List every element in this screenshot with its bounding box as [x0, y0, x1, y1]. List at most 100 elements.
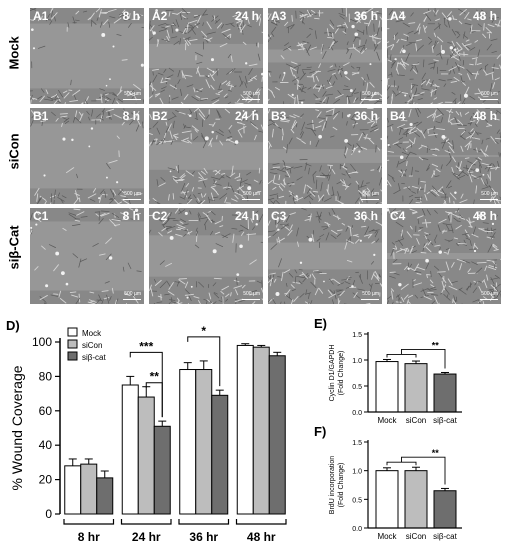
- significance-label: **: [432, 448, 440, 458]
- y-tick-label: 80: [39, 369, 53, 383]
- panel-time: 36 h: [353, 9, 378, 23]
- cell-texture: [149, 8, 263, 104]
- micrograph-panel: B4 48 h 500 µm: [387, 108, 501, 204]
- x-tick-label: 36 hr: [189, 530, 218, 544]
- cell-texture: [149, 208, 263, 304]
- row-label: siβ-Cat: [6, 225, 22, 270]
- panel-id: A1: [33, 9, 49, 23]
- x-tick-label: Mock: [377, 416, 397, 425]
- y-tick-label: 100: [32, 335, 52, 349]
- panel-time: 8 h: [122, 9, 140, 23]
- cell-texture: [30, 208, 144, 304]
- y-axis-label: % Wound Coverage: [9, 365, 25, 490]
- x-tick-label: 48 hr: [247, 530, 276, 544]
- y-tick-label: 20: [39, 473, 53, 487]
- panel-time: 24 h: [234, 209, 259, 223]
- micrograph-panel: A4 48 h 500 µm: [387, 8, 501, 104]
- scale-label: 500 µm: [124, 91, 141, 97]
- bar: [96, 477, 114, 515]
- group-bracket: [63, 519, 115, 525]
- significance-bracket: [386, 354, 417, 358]
- group-bracket: [120, 519, 172, 525]
- legend-swatch: [67, 351, 78, 361]
- bar: [404, 363, 428, 413]
- x-tick-label: 24 hr: [132, 530, 161, 544]
- scale-label: 500 µm: [124, 191, 141, 197]
- scale-bar: [361, 198, 379, 200]
- scale-bar: [242, 298, 260, 300]
- panel-id: C1: [33, 209, 49, 223]
- bar: [433, 490, 457, 529]
- y-tick-label: 1.5: [352, 332, 362, 339]
- brdu-chart: 0.0 0.5 1.0 1.5 BrdU incorporation (Fold Chan…: [329, 440, 462, 541]
- x-tick-label: 8 hr: [78, 530, 100, 544]
- scale-label: 500 µm: [243, 91, 260, 97]
- micrograph-panel: B2 24 h 500 µm: [149, 108, 263, 204]
- bar: [404, 470, 428, 529]
- significance-bracket: [187, 336, 221, 387]
- group-bracket: [178, 519, 230, 525]
- row-label: siCon: [6, 133, 22, 170]
- panel-id: B1: [33, 109, 49, 123]
- y-tick-label: 1.5: [352, 440, 362, 447]
- micrograph-panel: A1 8 h 500 µm: [30, 8, 144, 104]
- scale-label: 500 µm: [243, 291, 260, 297]
- panel-label-d: D): [6, 318, 20, 333]
- panel-time: 36 h: [353, 209, 378, 223]
- scale-label: 500 µm: [124, 291, 141, 297]
- y-tick-label: 0: [45, 507, 52, 521]
- panel-time: 48 h: [472, 209, 497, 223]
- micrograph-panel: A3 36 h 500 µm: [268, 8, 382, 104]
- legend-label: siCon: [82, 341, 102, 350]
- panel-id: C2: [152, 209, 168, 223]
- micrograph-panel: B3 36 h 500 µm: [268, 108, 382, 204]
- scale-bar: [361, 98, 379, 100]
- scale-label: 500 µm: [481, 191, 498, 197]
- bar: [121, 384, 139, 515]
- legend-label: siβ-cat: [82, 353, 106, 362]
- panel-id: C3: [271, 209, 287, 223]
- row-label: Mock: [6, 36, 22, 70]
- micrograph-panel: C2 24 h 500 µm: [149, 208, 263, 304]
- x-tick-label: siβ-cat: [433, 532, 457, 541]
- y-tick-label: 1.0: [352, 469, 362, 476]
- panel-label-e: E): [314, 316, 327, 331]
- scale-label: 500 µm: [481, 291, 498, 297]
- y-axis-label-2: (Fold Change): [338, 351, 345, 396]
- panel-id: C4: [390, 209, 406, 223]
- y-tick-label: 0.0: [352, 526, 362, 533]
- significance-bracket: [401, 349, 446, 369]
- panel-time: 36 h: [353, 109, 378, 123]
- micrograph-panel: C4 48 h 500 µm: [387, 208, 501, 304]
- cell-texture: [387, 8, 501, 104]
- bar: [375, 470, 399, 529]
- significance-bracket: [386, 461, 417, 466]
- scale-bar: [480, 198, 498, 200]
- significance-label: ***: [139, 339, 153, 353]
- bar: [179, 369, 197, 515]
- legend-swatch: [67, 327, 78, 337]
- y-tick-label: 1.0: [352, 358, 362, 365]
- panel-id: B4: [390, 109, 406, 123]
- panel-time: 48 h: [472, 109, 497, 123]
- scale-label: 500 µm: [243, 191, 260, 197]
- panel-id: A2: [152, 9, 168, 23]
- x-tick-label: siβ-cat: [433, 416, 457, 425]
- significance-bracket: [401, 456, 446, 485]
- bar: [268, 355, 286, 515]
- bar: [433, 373, 457, 413]
- bar: [80, 463, 98, 515]
- bar: [236, 344, 254, 515]
- bar: [375, 361, 399, 413]
- cell-texture: [30, 108, 144, 204]
- panel-time: 48 h: [472, 9, 497, 23]
- micrograph-panel: C3 36 h 500 µm: [268, 208, 382, 304]
- significance-label: **: [432, 340, 440, 350]
- group-bracket: [235, 519, 287, 525]
- micrograph-panel: A2 24 h 500 µm: [149, 8, 263, 104]
- y-tick-label: 0.0: [352, 410, 362, 417]
- scale-label: 500 µm: [481, 91, 498, 97]
- scale-label: 500 µm: [362, 291, 379, 297]
- legend-swatch: [67, 339, 78, 349]
